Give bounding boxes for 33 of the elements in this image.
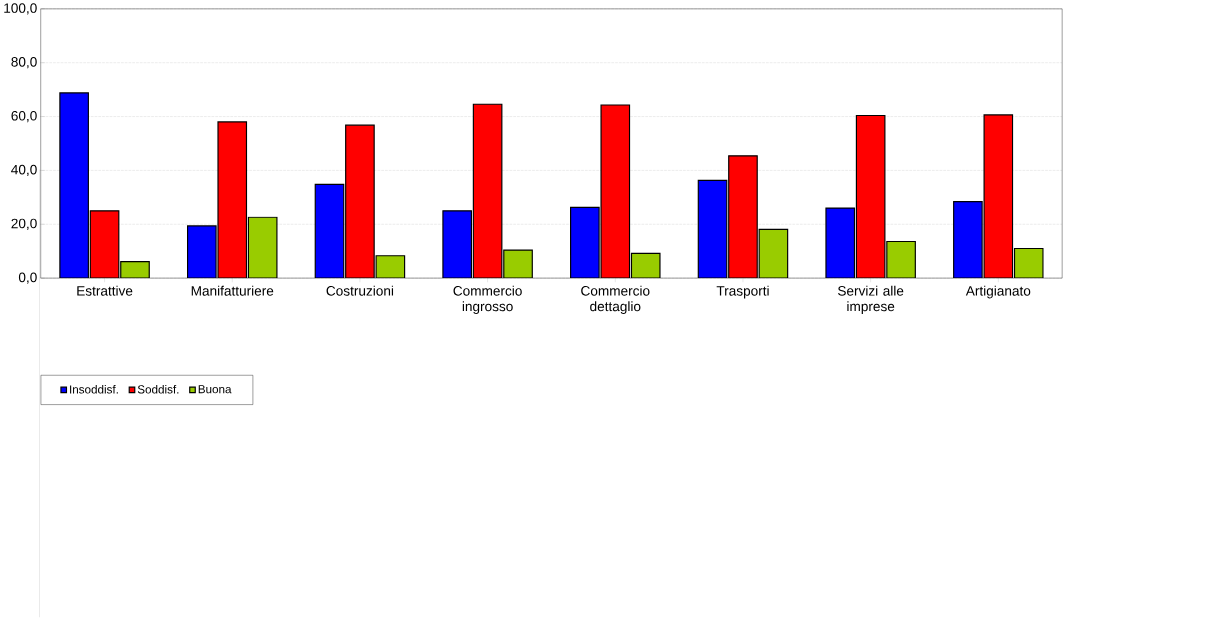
bar: [89, 210, 120, 279]
bar: [697, 179, 728, 279]
legend-label: Buona: [198, 385, 232, 394]
bar: [186, 225, 217, 279]
bar: [345, 124, 375, 279]
x-tick-label: Estrattive: [77, 285, 133, 296]
x-tick-label: Commercio dettaglio: [581, 285, 650, 315]
y-tick-label: 20,0: [11, 218, 37, 231]
bar: [728, 155, 758, 279]
bar: [442, 210, 473, 279]
legend-label: Insoddisf.: [70, 385, 118, 394]
y-tick-label: 60,0: [11, 111, 37, 123]
y-tick-label: 100,0: [4, 3, 37, 15]
x-tick-label: Artigianato: [965, 285, 1031, 299]
bar: [855, 115, 886, 279]
bar: [314, 184, 345, 279]
bar: [570, 206, 600, 279]
x-tick-label: Servizi alle imprese: [838, 285, 904, 315]
bar: [825, 207, 856, 279]
legend-label: Soddisf.: [137, 385, 179, 394]
bar: [983, 114, 1014, 279]
y-tick-label: 0,0: [18, 272, 37, 284]
y-tick-label: 80,0: [11, 57, 37, 69]
bar: [217, 121, 248, 279]
y-tick-label: 40,0: [11, 164, 37, 177]
x-tick-label: Trasporti: [716, 285, 769, 299]
bar: [953, 201, 983, 279]
x-tick-label: Commercio ingrosso: [453, 285, 522, 315]
x-tick-label: Manifatturiere: [191, 285, 274, 296]
x-tick-label: Costruzioni: [326, 285, 394, 296]
bar: [600, 104, 631, 279]
bar: [59, 92, 89, 279]
bar: [472, 103, 503, 279]
